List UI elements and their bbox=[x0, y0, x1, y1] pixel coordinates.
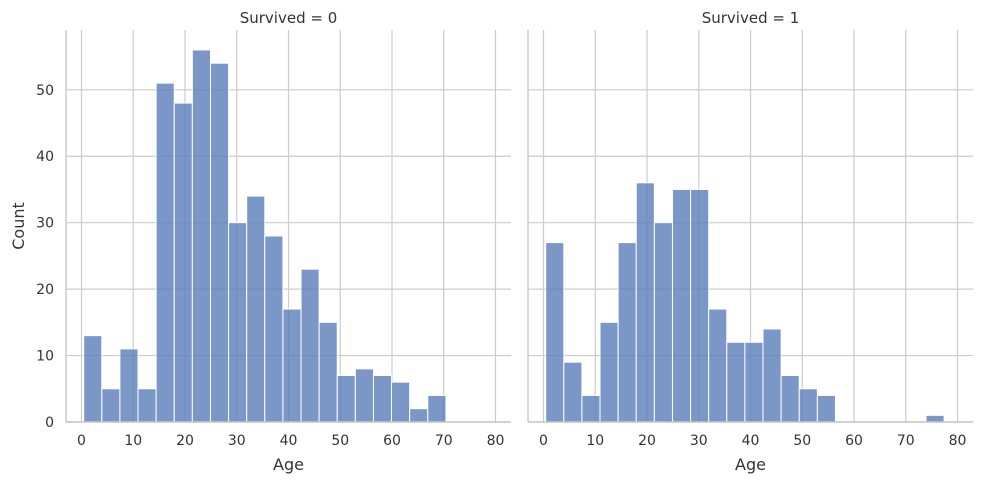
histogram-bar bbox=[617, 242, 637, 423]
y-tick-label: 40 bbox=[36, 149, 54, 165]
x-tick-label: 80 bbox=[949, 433, 967, 449]
bars bbox=[545, 182, 945, 423]
histogram-bar bbox=[119, 348, 139, 423]
histogram-bar bbox=[762, 328, 782, 423]
histogram-bar bbox=[318, 321, 338, 423]
x-tick-label: 60 bbox=[845, 433, 863, 449]
x-tick-label: 0 bbox=[539, 433, 548, 449]
histogram-bar bbox=[137, 388, 157, 423]
y-axis-label: Count bbox=[9, 202, 28, 250]
histogram-bar bbox=[671, 188, 692, 423]
x-tick-label: 0 bbox=[77, 433, 86, 449]
x-tick-label: 10 bbox=[586, 433, 604, 449]
histogram-bar bbox=[173, 102, 193, 423]
y-tick-label: 50 bbox=[36, 83, 54, 99]
x-tick-label: 30 bbox=[228, 433, 246, 449]
histogram-bar bbox=[209, 62, 230, 423]
histogram-bar bbox=[690, 188, 710, 423]
histogram-bar bbox=[635, 182, 655, 423]
histogram-bar bbox=[191, 49, 211, 423]
histogram-bar bbox=[282, 308, 302, 423]
x-tick-label: 10 bbox=[124, 433, 142, 449]
x-tick-label: 50 bbox=[331, 433, 349, 449]
y-tick-label: 0 bbox=[45, 415, 54, 431]
histogram-bar bbox=[83, 335, 103, 423]
x-tick-label: 60 bbox=[383, 433, 401, 449]
histogram-bar bbox=[816, 394, 836, 423]
histogram-bar bbox=[300, 268, 320, 423]
x-tick-label: 80 bbox=[487, 433, 505, 449]
histogram-bar bbox=[744, 341, 764, 423]
x-tick-label: 70 bbox=[897, 433, 915, 449]
histogram-bar bbox=[246, 195, 266, 423]
x-tick-label: 30 bbox=[690, 433, 708, 449]
x-tick-label: 70 bbox=[435, 433, 453, 449]
histogram-bar bbox=[409, 408, 429, 423]
histogram-bar bbox=[581, 394, 601, 423]
x-tick-label: 20 bbox=[176, 433, 194, 449]
histogram-bar bbox=[372, 374, 393, 423]
histogram-bar bbox=[925, 414, 945, 423]
histogram-bar bbox=[545, 242, 565, 423]
histogram-bar bbox=[726, 341, 746, 423]
histogram-bar bbox=[101, 388, 121, 423]
histogram-bar bbox=[563, 361, 583, 423]
y-tick-label: 30 bbox=[36, 216, 54, 232]
histogram-bar bbox=[391, 381, 411, 423]
x-tick-label: 40 bbox=[280, 433, 298, 449]
panel-2: 0 10 20 30 40 50 60 70 80 Survived = 1 Age bbox=[527, 9, 973, 474]
histogram-bar bbox=[354, 368, 374, 423]
histogram-bar bbox=[264, 235, 284, 423]
x-axis-label: Age bbox=[735, 455, 766, 474]
histogram-bar bbox=[155, 82, 175, 423]
histogram-bar bbox=[653, 222, 673, 423]
x-tick-label: 20 bbox=[638, 433, 656, 449]
histogram-bar bbox=[228, 222, 248, 423]
histogram-bar bbox=[780, 374, 800, 423]
x-tick-label: 50 bbox=[793, 433, 811, 449]
panel-title: Survived = 1 bbox=[702, 9, 800, 27]
histogram-bar bbox=[427, 394, 447, 423]
histogram-bar bbox=[798, 388, 818, 423]
y-tick-label: 10 bbox=[36, 349, 54, 365]
histogram-bar bbox=[336, 374, 356, 423]
histogram-bar bbox=[599, 321, 619, 423]
panel-1: 0 10 20 30 40 50 60 70 80 0 10 20 30 40 50 Survived = 0… bbox=[9, 9, 511, 474]
y-tick-label: 20 bbox=[36, 282, 54, 298]
panel-title: Survived = 0 bbox=[240, 9, 338, 27]
x-tick-label: 40 bbox=[742, 433, 760, 449]
x-axis-label: Age bbox=[273, 455, 304, 474]
histogram-bar bbox=[708, 308, 728, 423]
